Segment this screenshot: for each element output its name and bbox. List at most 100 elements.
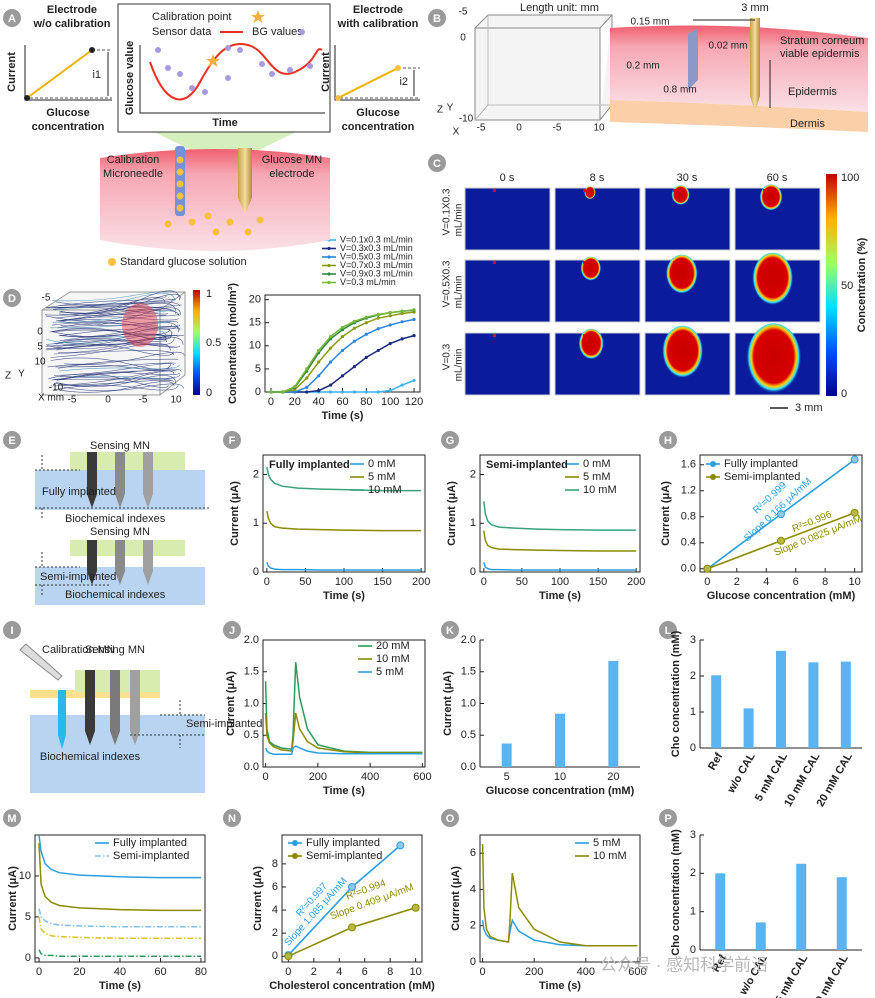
y-tick-label: 0 <box>272 950 278 962</box>
label: Electrode <box>47 4 97 16</box>
y-tick-label: 1.0 <box>244 697 259 709</box>
label: 0.15 mm <box>631 17 670 28</box>
x-tick-label: 50 <box>516 576 528 588</box>
series-marker <box>388 314 392 318</box>
data-point <box>348 882 356 891</box>
end-dot <box>395 65 401 71</box>
legend-label: 10 mM <box>368 484 402 496</box>
label: 0 <box>206 387 212 399</box>
legend-marker <box>292 840 298 846</box>
backing <box>70 540 185 556</box>
label: Sensing MN <box>90 526 150 538</box>
bg-dot <box>225 75 231 81</box>
panel-letter: D <box>8 293 16 305</box>
label: 3 mm <box>741 2 769 14</box>
x-tick-label: Ref <box>706 751 725 773</box>
data-point <box>777 510 785 519</box>
series-marker <box>364 390 368 394</box>
heatmap-marker <box>673 189 676 192</box>
label: 1 <box>206 288 212 300</box>
y-axis-label: Current (μA) <box>442 671 454 736</box>
label: Stratum corneum <box>780 35 864 47</box>
streamline <box>61 368 182 386</box>
response <box>337 67 399 99</box>
label: 5 <box>37 342 43 353</box>
y-tick-label: 10 <box>249 340 261 352</box>
y-tick-label: 0 <box>255 386 261 398</box>
series-marker <box>281 390 285 394</box>
data-point <box>777 536 785 545</box>
series-marker <box>305 390 309 394</box>
panel-badge <box>659 621 677 639</box>
y-tick-label: 20 <box>249 294 261 306</box>
streamline <box>50 343 171 358</box>
label: X mm <box>38 393 64 404</box>
label: 0 <box>841 388 847 400</box>
panel-letter: G <box>446 435 455 447</box>
glucose-dot <box>244 228 252 236</box>
bar <box>776 650 786 748</box>
x-tick-label: 5 mM CAL <box>753 751 790 804</box>
label: 3 mm <box>795 402 823 414</box>
label: 10 <box>34 357 46 368</box>
glucose-needle <box>238 148 252 214</box>
x-tick-label: 50 <box>299 576 311 588</box>
x-tick-label: 0 <box>36 966 42 978</box>
x-tick-label: 40 <box>114 966 126 978</box>
bg-dot <box>307 63 313 69</box>
streamline <box>59 364 180 372</box>
heatmap-cell <box>464 187 551 251</box>
panel-badge <box>428 154 446 172</box>
label: Time <box>212 117 237 129</box>
inset-box <box>117 3 331 133</box>
end-dot <box>335 95 341 101</box>
y-tick-label: 0 <box>25 952 31 964</box>
dermis <box>610 100 868 132</box>
label: w/o calibration <box>32 18 110 30</box>
label: Current <box>6 52 18 92</box>
y-tick-label: 5 <box>25 911 31 923</box>
microneedle <box>143 452 153 508</box>
end-dot <box>89 47 95 53</box>
series-marker <box>400 337 404 341</box>
y-tick-label: 8 <box>272 858 278 870</box>
y-tick-label: 2 <box>272 927 278 939</box>
y-axis-label: Current (μA) <box>252 866 264 931</box>
y-tick-label: 15 <box>249 317 261 329</box>
label: 0 <box>105 395 111 406</box>
label: Length unit: mm <box>520 2 599 14</box>
data-point <box>850 508 859 517</box>
panel-badge <box>441 431 459 449</box>
glucose-needle <box>750 18 760 112</box>
bg-dot <box>269 71 275 77</box>
data-point <box>703 564 712 573</box>
series-marker <box>305 385 309 389</box>
series-line <box>271 334 415 393</box>
x-tick-label: 200 <box>525 966 543 978</box>
panel-badge <box>3 431 21 449</box>
series-marker <box>364 332 368 336</box>
label: 60 s <box>767 172 788 184</box>
y-tick-label: 6 <box>272 881 278 893</box>
series-marker <box>340 390 345 394</box>
microneedle <box>143 540 153 585</box>
microneedle <box>130 670 140 745</box>
y-tick-label: 0 <box>690 742 696 754</box>
backing <box>70 452 185 470</box>
glucose-dot <box>176 204 184 212</box>
microneedle <box>115 452 125 508</box>
concentration-plume <box>746 323 802 398</box>
legend-dot <box>299 29 305 35</box>
series-marker <box>317 389 321 393</box>
label: Concentration (%) <box>856 237 868 332</box>
x-tick-label: 200 <box>412 576 430 588</box>
legend-label: Semi-implanted <box>724 471 800 483</box>
glucose-dot <box>176 192 184 200</box>
x-tick-label: 20 <box>73 966 85 978</box>
y-tick-label: 1 <box>690 906 696 918</box>
label: Y <box>447 103 454 114</box>
panel-letter: H <box>664 435 672 447</box>
concentration-plume <box>665 254 698 296</box>
x-tick-label: 0 <box>285 966 291 978</box>
legend-label: 5 mM <box>583 471 611 483</box>
